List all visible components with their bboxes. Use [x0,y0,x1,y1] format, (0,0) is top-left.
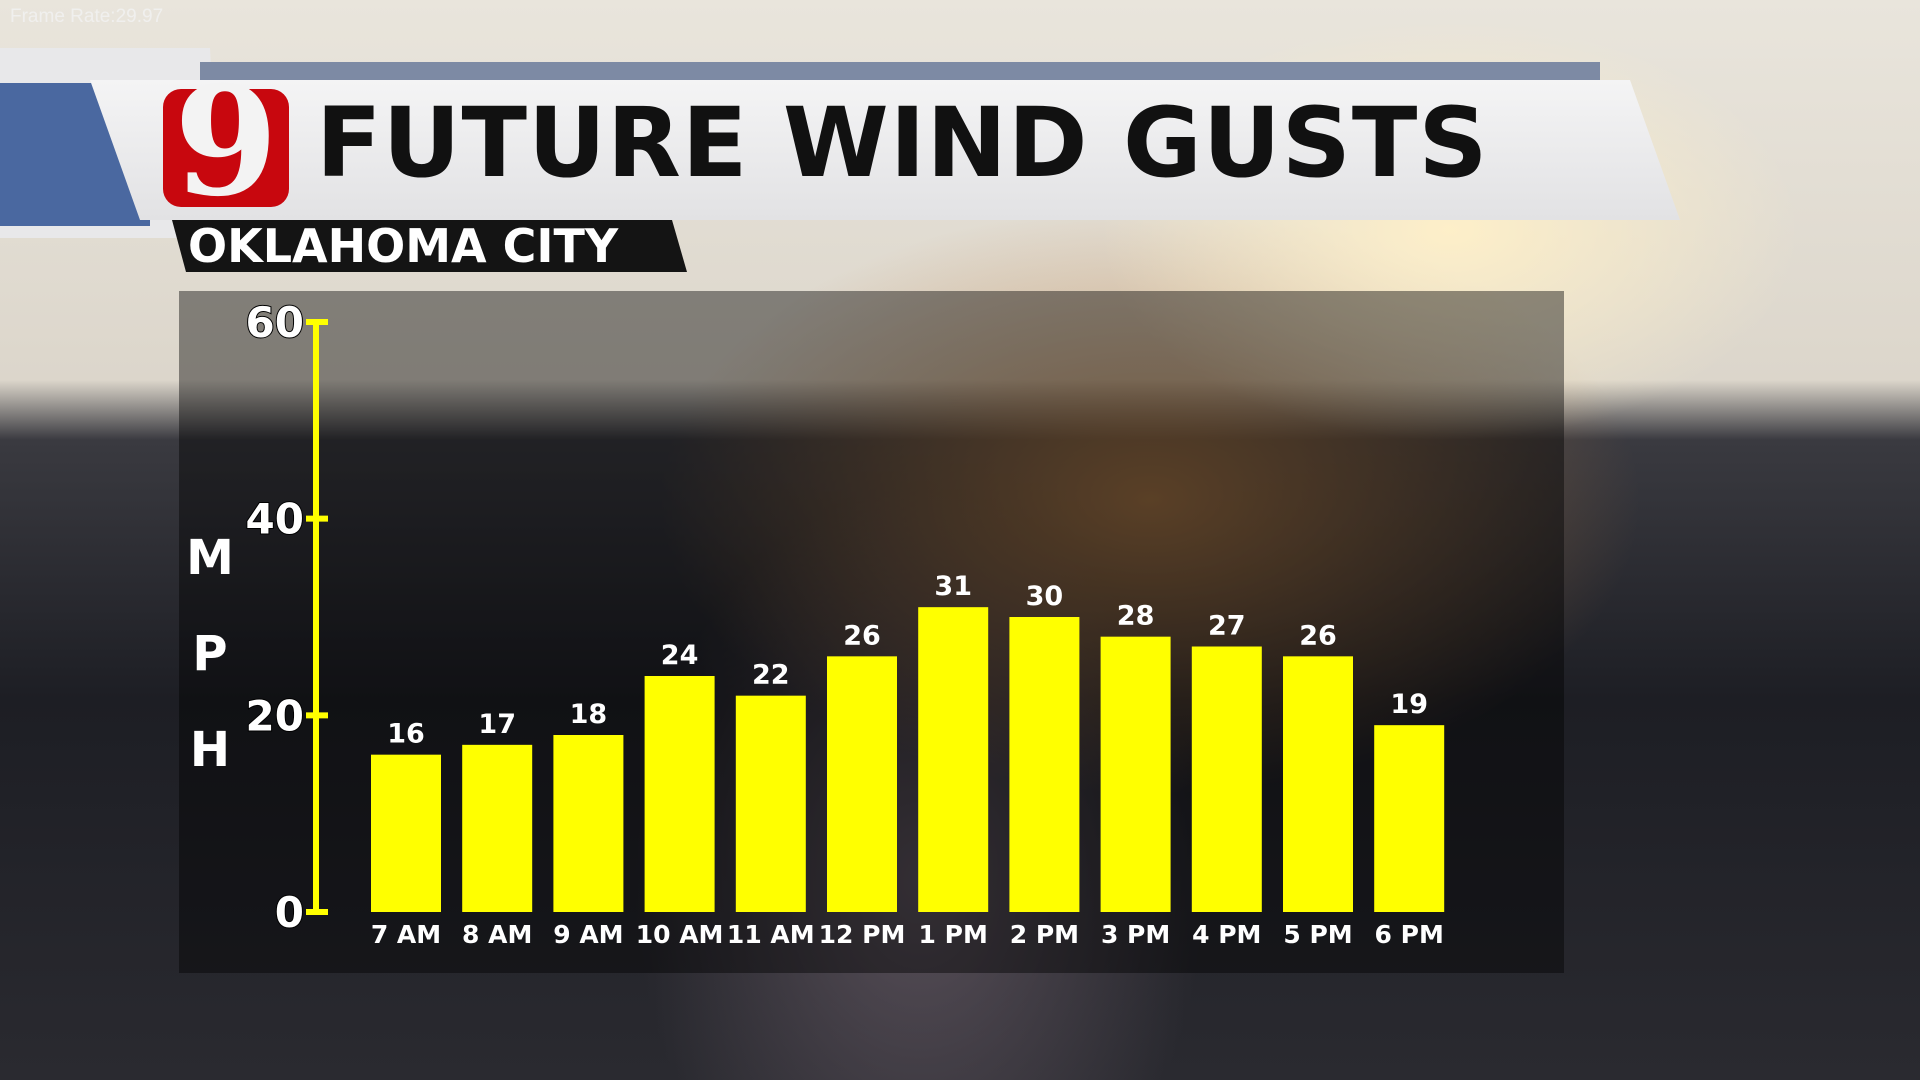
bar-value-label: 26 [843,620,881,651]
bar-value-label: 19 [1390,689,1428,720]
y-axis-label-letter: H [189,722,231,778]
page-title: FUTURE WIND GUSTS [316,87,1489,199]
x-category-label: 2 PM [1010,920,1079,949]
frame-rate-readout: Frame Rate:29.97 [10,6,164,27]
bar [827,656,897,912]
bar-value-label: 18 [570,699,608,730]
x-category-label: 4 PM [1192,920,1261,949]
channel-logo: 9 [163,67,289,217]
bar [1009,617,1080,912]
subtitle-tab [172,220,687,272]
y-tick-label: 40 [246,495,304,544]
header-band-accent [200,62,1600,84]
y-tick-label: 20 [246,691,304,740]
bar [735,695,806,912]
location-subtitle: OKLAHOMA CITY [188,219,619,273]
bar-value-label: 30 [1026,581,1064,612]
x-category-label: 10 AM [636,920,724,949]
bar [1374,725,1445,912]
bar [1100,636,1171,912]
bar [644,676,715,912]
bar-value-label: 27 [1208,611,1246,642]
bar [1191,646,1262,912]
x-category-label: 3 PM [1101,920,1170,949]
x-category-label: 9 AM [553,920,623,949]
header-band [90,80,1680,220]
x-category-label: 1 PM [919,920,988,949]
x-category-label: 11 AM [727,920,815,949]
y-axis-label: M P H [180,510,240,798]
y-axis-label-letter: M [186,530,234,586]
bar-value-label: 31 [934,571,972,602]
x-category-label: 7 AM [371,920,441,949]
bar-value-label: 16 [387,719,425,750]
y-tick-label: 0 [275,888,304,937]
bar [462,744,533,912]
bar [553,735,624,912]
bar-value-label: 28 [1117,601,1155,632]
bar-value-label: 17 [478,709,516,740]
y-tick-label: 60 [246,298,304,347]
bar-value-label: 24 [661,640,699,671]
bar [371,754,441,912]
x-category-label: 12 PM [819,920,906,949]
x-category-label: 5 PM [1283,920,1352,949]
bar-value-label: 22 [752,660,790,691]
logo-text: 9 [173,54,279,230]
x-category-label: 8 AM [462,920,532,949]
x-category-label: 6 PM [1375,920,1444,949]
y-axis-label-letter: P [192,626,228,682]
bar-value-label: 26 [1299,620,1337,651]
bar [918,607,989,912]
bar [1283,656,1353,912]
